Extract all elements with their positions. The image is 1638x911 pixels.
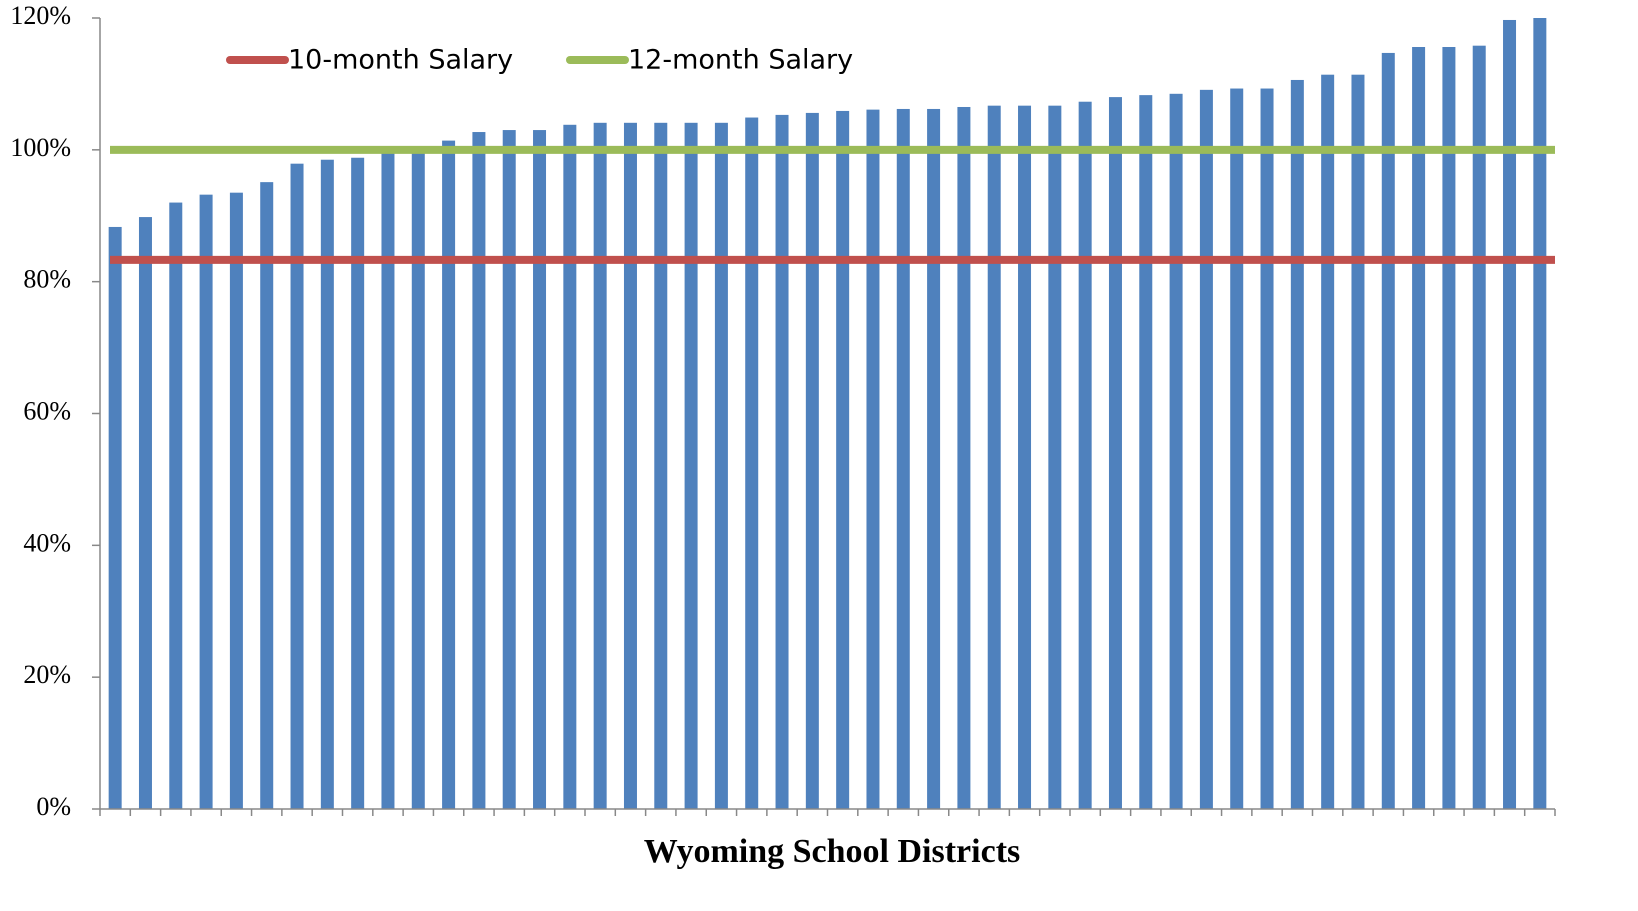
bar (745, 117, 759, 809)
bar (472, 132, 486, 809)
bar (1533, 18, 1547, 809)
y-tick-label: 40% (23, 528, 71, 557)
bar (1381, 52, 1395, 809)
bar (108, 226, 122, 810)
bar (1321, 74, 1335, 809)
y-tick-label: 80% (23, 265, 71, 294)
bar (1018, 105, 1032, 809)
bar (1472, 45, 1486, 810)
bar (684, 122, 698, 810)
bar (1078, 101, 1092, 809)
bar (775, 114, 789, 809)
bar (229, 192, 243, 809)
bar (1169, 93, 1183, 809)
bar (957, 106, 971, 810)
bar (381, 151, 395, 809)
bar (502, 130, 516, 809)
bar (654, 122, 668, 810)
y-tick-label: 20% (23, 660, 71, 689)
bar (987, 105, 1001, 809)
bar (199, 194, 213, 809)
bar (1290, 79, 1304, 809)
y-tick-label: 0% (36, 792, 71, 821)
bar (1230, 88, 1244, 810)
bar (1199, 89, 1213, 809)
bar (411, 147, 425, 809)
bar (533, 130, 547, 809)
bar (896, 108, 910, 810)
y-tick-label: 120% (10, 1, 71, 30)
bar (260, 182, 274, 809)
bar (169, 202, 183, 810)
bar (290, 163, 304, 809)
bar (927, 108, 941, 810)
bar (1442, 47, 1456, 809)
bar (1108, 97, 1122, 810)
bar (442, 140, 456, 810)
legend-label: 10-month Salary (288, 45, 513, 76)
bar (714, 122, 728, 810)
bar (138, 217, 152, 809)
bar (563, 124, 577, 809)
bar (593, 122, 607, 810)
bar (320, 159, 334, 810)
bar (866, 109, 880, 810)
bar (836, 110, 850, 809)
bar (1503, 19, 1517, 810)
y-tick-label: 100% (10, 133, 71, 162)
bar (1139, 95, 1153, 809)
bar (623, 122, 637, 810)
x-axis-label: Wyoming School Districts (644, 833, 1021, 870)
bar (1260, 88, 1274, 810)
y-tick-label: 60% (23, 396, 71, 425)
bar (1351, 74, 1365, 809)
bar (1412, 47, 1426, 809)
bar (351, 157, 365, 809)
bar (1048, 105, 1062, 809)
bar (805, 112, 819, 810)
legend-label: 12-month Salary (628, 45, 853, 76)
